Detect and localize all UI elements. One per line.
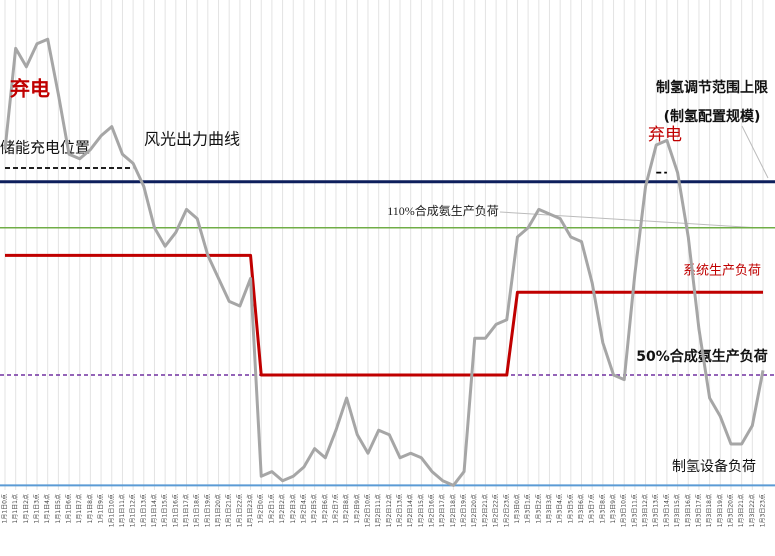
x-tick-label: 1月2日18点 — [449, 494, 457, 527]
x-tick-label: 1月2日1点 — [267, 494, 275, 523]
x-tick-label: 1月1日1点 — [11, 494, 19, 523]
series-label: 系统生产负荷 — [683, 264, 761, 279]
x-tick-label: 1月1日15点 — [161, 494, 169, 527]
x-tick-label: 1月2日2点 — [278, 494, 286, 523]
x-tick-label: 1月1日21点 — [225, 494, 233, 527]
x-tick-label: 1月1日8点 — [86, 494, 94, 523]
x-tick-label: 1月2日5点 — [310, 494, 318, 523]
series-line — [5, 253, 763, 377]
x-tick-label: 1月3日22点 — [748, 494, 756, 527]
x-tick-label: 1月1日23点 — [246, 494, 254, 527]
x-tick-label: 1月3日1点 — [524, 494, 532, 523]
x-tick-label: 1月2日10点 — [363, 494, 371, 527]
x-tick-label: 1月2日6点 — [321, 494, 329, 523]
x-tick-label: 1月2日15点 — [417, 494, 425, 527]
x-tick-label: 1月2日4点 — [299, 494, 307, 523]
x-tick-label: 1月3日10点 — [620, 494, 628, 527]
x-tick-label: 1月2日14点 — [406, 494, 414, 527]
x-tick-label: 1月1日4点 — [43, 494, 51, 523]
x-tick-label: 1月1日10点 — [107, 494, 115, 527]
x-tick-label: 1月2日11点 — [374, 494, 382, 527]
x-tick-label: 1月1日16点 — [171, 494, 179, 527]
x-tick-label: 1月3日23点 — [759, 494, 767, 527]
leader-line — [741, 125, 769, 179]
x-tick-label: 1月3日6点 — [577, 494, 585, 523]
x-tick-label: 1月2日23点 — [502, 494, 510, 527]
x-tick-label: 1月3日4点 — [556, 494, 564, 523]
x-tick-label: 1月3日18点 — [705, 494, 713, 527]
x-tick-label: 1月1日13点 — [139, 494, 147, 527]
annotation: 弃电 — [10, 77, 50, 101]
x-tick-label: 1月3日8点 — [598, 494, 606, 523]
x-tick-label: 1月1日17点 — [182, 494, 190, 527]
x-tick-label: 1月3日5点 — [566, 494, 574, 523]
x-tick-label: 1月2日9点 — [353, 494, 361, 523]
x-tick-label: 1月2日7点 — [331, 494, 339, 523]
x-tick-label: 1月2日0点 — [257, 494, 265, 523]
grid — [4, 0, 764, 490]
x-tick-label: 1月1日9点 — [97, 494, 105, 523]
x-tick-label: 1月3日7点 — [588, 494, 596, 523]
reference-label: 110%合成氨生产负荷 — [387, 203, 499, 218]
series-line — [5, 167, 667, 174]
x-tick-label: 1月2日19点 — [460, 494, 468, 527]
x-tick-label: 1月1日18点 — [193, 494, 201, 527]
x-tick-label: 1月3日0点 — [513, 494, 521, 523]
x-tick-label: 1月1日0点 — [1, 494, 9, 523]
x-tick-label: 1月3日17点 — [694, 494, 702, 527]
x-tick-label: 1月2日12点 — [385, 494, 393, 527]
series-label: 储能充电位置 — [0, 139, 90, 157]
x-tick-label: 1月1日19点 — [203, 494, 211, 527]
x-tick-label: 1月3日13点 — [652, 494, 660, 527]
x-tick-label: 1月3日9点 — [609, 494, 617, 523]
x-tick-label: 1月2日13点 — [396, 494, 404, 527]
x-tick-label: 1月1日14点 — [150, 494, 158, 527]
x-tick-label: 1月1日2点 — [22, 494, 30, 523]
leader-line — [499, 211, 761, 229]
x-tick-label: 1月1日12点 — [129, 494, 137, 527]
annotation: 弃电 — [648, 125, 682, 145]
x-tick-label: 1月3日12点 — [641, 494, 649, 527]
x-tick-label: 1月1日20点 — [214, 494, 222, 527]
series-line — [3, 37, 765, 487]
x-tick-label: 1月2日16点 — [428, 494, 436, 527]
x-tick-label: 1月3日19点 — [716, 494, 724, 527]
x-tick-label: 1月2日21点 — [481, 494, 489, 527]
x-tick-label: 1月3日21点 — [737, 494, 745, 527]
x-tick-label: 1月1日3点 — [33, 494, 41, 523]
x-tick-label: 1月2日17点 — [438, 494, 446, 527]
reference-label: 制氢调节范围上限 — [656, 79, 768, 96]
x-tick-label: 1月2日3点 — [289, 494, 297, 523]
x-tick-label: 1月3日20点 — [726, 494, 734, 527]
x-tick-label: 1月3日11点 — [630, 494, 638, 527]
reference-label: 制氢设备负荷 — [672, 458, 756, 475]
x-tick-label: 1月2日20点 — [470, 494, 478, 527]
x-tick-label: 1月1日5点 — [54, 494, 62, 523]
annotation: (制氢配置规模) — [664, 108, 761, 125]
x-tick-label: 1月1日22点 — [235, 494, 243, 527]
x-tick-label: 1月3日16点 — [684, 494, 692, 527]
x-tick-label: 1月2日8点 — [342, 494, 350, 523]
x-tick-label: 1月3日15点 — [673, 494, 681, 527]
series-label: 风光出力曲线 — [144, 130, 240, 149]
x-tick-label: 1月1日7点 — [75, 494, 83, 523]
x-tick-label: 1月2日22点 — [492, 494, 500, 527]
x-tick-label: 1月3日3点 — [545, 494, 553, 523]
x-tick-label: 1月3日14点 — [662, 494, 670, 527]
x-tick-label: 1月3日2点 — [534, 494, 542, 523]
x-tick-label: 1月1日6点 — [65, 494, 73, 523]
x-tick-label: 1月1日11点 — [118, 494, 126, 527]
